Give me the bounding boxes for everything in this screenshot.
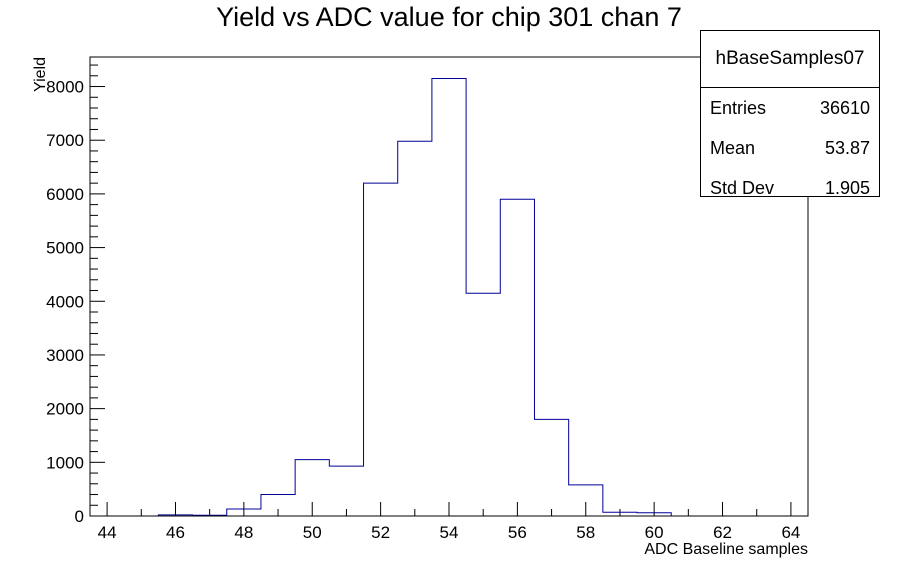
stats-mean-label: Mean <box>710 137 756 158</box>
x-tick-label: 58 <box>576 523 595 542</box>
histogram-bin <box>295 460 329 516</box>
x-tick-label: 52 <box>371 523 390 542</box>
stats-entries-row: Entries 36610 <box>701 88 879 128</box>
y-tick-label: 0 <box>75 507 84 526</box>
stats-stddev-value: 1.905 <box>824 177 870 198</box>
histogram-bin <box>569 485 603 516</box>
x-tick-label: 56 <box>508 523 527 542</box>
x-tick-label: 54 <box>440 523 459 542</box>
stats-mean-row: Mean 53.87 <box>701 128 879 168</box>
histogram-bin <box>534 419 568 516</box>
minor-ticks <box>90 64 758 516</box>
y-tick-label: 3000 <box>46 346 84 365</box>
x-tick-labels: 44 46 48 50 52 54 56 58 60 62 64 <box>98 523 801 542</box>
stats-stddev-row: Std Dev 1.905 <box>701 168 879 208</box>
histogram-outline <box>90 77 808 517</box>
histogram-bin <box>466 293 500 516</box>
x-tick-label: 60 <box>645 523 664 542</box>
histogram-bin <box>603 512 637 516</box>
stats-histogram-name: hBaseSamples07 <box>701 31 879 88</box>
y-axis-label: Yield <box>32 57 49 92</box>
histogram-bin <box>432 78 466 516</box>
y-tick-label: 6000 <box>46 185 84 204</box>
y-tick-label: 7000 <box>46 131 84 150</box>
histogram-bin <box>261 495 295 516</box>
histogram-bin <box>500 199 534 516</box>
x-tick-label: 44 <box>98 523 117 542</box>
y-tick-label: 1000 <box>46 453 84 472</box>
histogram-bin <box>227 509 261 516</box>
histogram-bin <box>398 141 432 516</box>
stats-box: hBaseSamples07 Entries 36610 Mean 53.87 … <box>700 30 880 198</box>
plot-frame <box>89 56 809 517</box>
x-tick-label: 48 <box>234 523 253 542</box>
x-axis-label: ADC Baseline samples <box>644 541 808 558</box>
stats-mean-value: 53.87 <box>824 137 870 158</box>
x-tick-label: 46 <box>166 523 185 542</box>
histogram-bin <box>329 466 363 516</box>
x-tick-label: 50 <box>303 523 322 542</box>
histogram-bin <box>364 183 398 516</box>
stats-entries-label: Entries <box>710 97 767 118</box>
chart-title: Yield vs ADC value for chip 301 chan 7 <box>216 2 682 32</box>
y-tick-label: 4000 <box>46 292 84 311</box>
stats-entries-value: 36610 <box>819 97 870 118</box>
x-tick-label: 62 <box>713 523 732 542</box>
y-tick-label: 5000 <box>46 239 84 258</box>
y-tick-label: 8000 <box>46 78 84 97</box>
y-tick-label: 2000 <box>46 400 84 419</box>
x-tick-label: 64 <box>781 523 800 542</box>
stats-stddev-label: Std Dev <box>710 177 775 198</box>
histogram-bins <box>158 78 671 516</box>
y-tick-labels: 0 1000 2000 3000 4000 5000 6000 7000 8000 <box>46 78 84 526</box>
